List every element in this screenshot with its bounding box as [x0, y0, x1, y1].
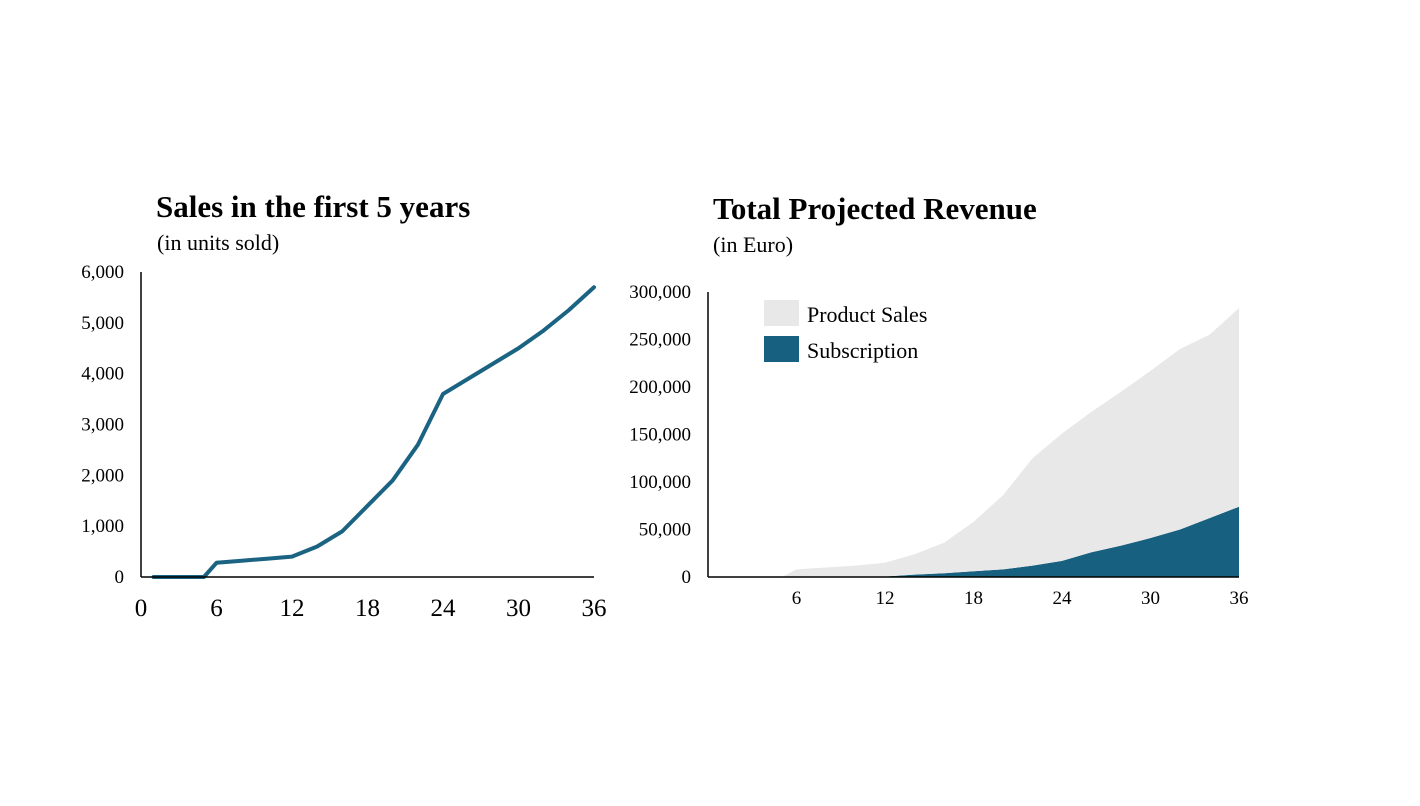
- sales-x-tick-label-1: 6: [210, 595, 223, 622]
- revenue-x-tick-label-2: 18: [964, 588, 983, 609]
- sales-line: [151, 285, 596, 579]
- sales-data-point-8: [291, 556, 293, 558]
- revenue-area-subscription: [708, 506, 1239, 577]
- legend-label-product-sales: Product Sales: [807, 302, 927, 327]
- sales-data-point-10: [341, 530, 343, 532]
- sales-x-tick-label-6: 36: [582, 595, 607, 622]
- legend-label-subscription: Subscription: [807, 338, 918, 363]
- sales-x-tick-label-4: 24: [431, 595, 457, 622]
- revenue-x-tick-label-0: 6: [792, 588, 802, 609]
- revenue-y-tick-label-6: 300,000: [629, 282, 691, 303]
- sales-data-point-5: [216, 562, 217, 564]
- sales-x-tick-label-5: 30: [506, 595, 531, 622]
- revenue-y-tick-label-2: 100,000: [629, 472, 691, 493]
- sales-y-tick-label-6: 6,000: [81, 262, 124, 283]
- sales-chart-subtitle: (in units sold): [157, 230, 280, 255]
- sales-y-tick-label-0: 0: [115, 567, 125, 588]
- sales-data-point-7: [266, 558, 268, 560]
- revenue-area-product-sales: [708, 308, 1239, 577]
- revenue-y-tick-label-5: 250,000: [629, 330, 691, 351]
- revenue-y-tick-label-4: 200,000: [629, 377, 691, 398]
- legend-swatch-subscription: [764, 336, 799, 362]
- revenue-x-tick-label-1: 12: [876, 588, 895, 609]
- revenue-chart-subtitle: (in Euro): [713, 232, 794, 257]
- sales-data-point-11: [367, 505, 368, 507]
- revenue-x-tick-label-5: 36: [1230, 588, 1249, 609]
- sales-x-tick-label-3: 18: [355, 595, 380, 622]
- sales-x-tick-label-0: 0: [135, 595, 148, 622]
- sales-y-tick-label-2: 2,000: [81, 465, 124, 486]
- sales-data-point-14: [442, 393, 444, 395]
- sales-y-tick-label-4: 4,000: [81, 364, 124, 385]
- sales-y-tick-label-3: 3,000: [81, 415, 124, 436]
- sales-y-tick-label-5: 5,000: [81, 313, 124, 334]
- sales-y-tick-label-1: 1,000: [81, 516, 124, 537]
- sales-chart-title: Sales in the first 5 years: [156, 189, 471, 224]
- sales-data-point-20: [593, 286, 595, 288]
- sales-data-point-13: [417, 444, 419, 446]
- revenue-chart-title: Total Projected Revenue: [713, 191, 1037, 226]
- sales-data-point-9: [316, 546, 318, 547]
- sales-data-point-19: [568, 309, 570, 311]
- revenue-x-tick-label-4: 30: [1141, 588, 1160, 609]
- revenue-y-tick-label-3: 150,000: [629, 425, 691, 446]
- revenue-y-tick-label-0: 0: [682, 567, 692, 588]
- sales-data-point-12: [392, 479, 394, 481]
- sales-data-point-6: [241, 560, 243, 562]
- sales-data-point-17: [518, 347, 519, 349]
- sales-data-point-16: [492, 363, 494, 364]
- revenue-y-tick-label-1: 50,000: [639, 520, 691, 541]
- legend-swatch-product-sales: [764, 300, 799, 326]
- revenue-x-tick-label-3: 24: [1053, 588, 1073, 609]
- sales-x-tick-label-2: 12: [280, 595, 305, 622]
- sales-data-point-18: [543, 329, 545, 331]
- sales-data-point-15: [467, 378, 469, 380]
